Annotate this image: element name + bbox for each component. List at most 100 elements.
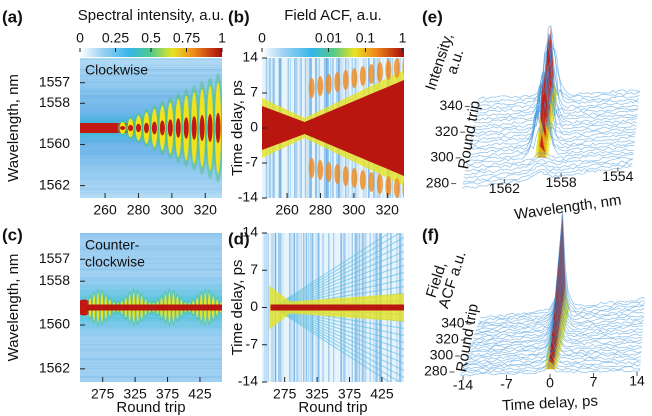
heatmap-noise <box>80 248 222 250</box>
x-tick-label: 325 <box>123 386 147 402</box>
heatmap-noise <box>80 358 222 360</box>
x-tick-label: 275 <box>273 386 297 402</box>
heatmap-noise <box>80 258 222 260</box>
heatmap-noise <box>80 235 222 237</box>
heatmap-fan <box>273 306 404 379</box>
y-tick-label: 320 <box>435 331 459 347</box>
colorbar-title: Field ACF, a.u. <box>284 7 382 24</box>
x-tick-label: 300 <box>342 202 366 218</box>
heatmap-noise <box>80 59 222 61</box>
heatmap-fringe <box>359 66 366 86</box>
x-tick-label: 14 <box>629 373 645 389</box>
heatmap-noise <box>80 235 222 237</box>
colorbar-tick-label: 0.75 <box>173 30 200 46</box>
heatmap-ripple-core <box>183 117 189 139</box>
heatmap-fringe <box>351 68 358 88</box>
heatmap-ripple-core <box>215 112 221 144</box>
heatmap-fan <box>273 264 404 309</box>
heatmap-noise <box>80 103 222 105</box>
heatmap-fan <box>273 233 401 309</box>
y-tick-label: 1560 <box>39 135 70 151</box>
heatmap-noise <box>80 359 222 361</box>
heatmap-fringe <box>402 181 404 198</box>
surface-row <box>466 80 635 163</box>
surface-row <box>466 309 642 357</box>
surface-row <box>466 102 635 166</box>
heatmap-ripple-core <box>167 119 173 137</box>
x-tick-label: 375 <box>156 386 180 402</box>
colorbar-tick-label: 0.25 <box>102 30 129 46</box>
heatmap-noise <box>80 365 222 367</box>
heatmap-fringe <box>376 174 383 194</box>
heatmap-noise <box>80 69 222 71</box>
heatmap-noise <box>80 372 222 373</box>
heatmap-fringe <box>393 178 400 198</box>
heatmap-fringe <box>342 70 349 90</box>
x-tick-label: -14 <box>453 377 473 393</box>
heatmap-noise <box>80 187 222 189</box>
heatmap-core <box>80 123 134 133</box>
heatmap-wedge <box>262 80 404 176</box>
surface-row <box>478 223 645 324</box>
colorbar-tick-label: 1 <box>218 30 226 46</box>
heatmap-noise <box>80 79 222 81</box>
heatmap-fringe <box>325 162 332 182</box>
heatmap-noise <box>80 107 222 109</box>
annotation: clockwise <box>85 254 145 270</box>
y-tick-label: 1558 <box>39 94 70 110</box>
heatmap-fringe <box>317 160 324 180</box>
heatmap-noise <box>80 246 222 248</box>
heatmap-noise <box>80 66 222 68</box>
heatmap-noise <box>80 246 222 248</box>
heatmap-fringe <box>385 176 392 196</box>
surface-row <box>477 229 645 327</box>
annotation: Counter- <box>85 237 140 253</box>
panel-label: (e) <box>422 7 443 26</box>
x-tick-label: 280 <box>309 202 333 218</box>
heatmap-noise <box>80 90 222 92</box>
heatmap-noise <box>80 97 222 99</box>
surface-row <box>460 357 641 374</box>
heatmap-noise <box>80 251 222 253</box>
heatmap-noise <box>80 75 222 77</box>
x-axis-label: Wavelength, nm <box>513 192 622 224</box>
x-axis-label: Time delay, ps <box>502 392 599 414</box>
heatmap-core-line <box>87 304 222 311</box>
colorbar-tick-label: 0.5 <box>141 30 161 46</box>
heatmap-noise <box>80 347 222 348</box>
heatmap-noise <box>80 349 222 351</box>
heatmap-noise <box>80 154 222 156</box>
y-tick-label: -14 <box>238 373 258 389</box>
y-tick-label: 14 <box>242 49 258 65</box>
heatmap-noise <box>80 95 222 97</box>
x-tick-label: 260 <box>93 202 117 218</box>
heatmap <box>262 233 404 382</box>
y-tick-label: 0 <box>250 298 258 314</box>
y-tick-label: 300 <box>430 347 454 363</box>
heatmap-fringe <box>351 168 358 188</box>
colorbar <box>80 48 222 57</box>
y-tick-label: 7 <box>250 84 258 100</box>
surface-row <box>462 346 641 370</box>
heatmap-fringe <box>308 158 315 178</box>
heatmap <box>80 58 222 198</box>
panel-label: (f) <box>422 225 439 244</box>
heatmap-fringe <box>393 58 400 78</box>
surface-row <box>472 262 644 340</box>
x-tick-label: 275 <box>91 386 115 402</box>
heatmap-noise <box>80 91 222 93</box>
heatmap-noise <box>80 248 222 250</box>
heatmap-ripple-core <box>143 122 149 134</box>
surface-row <box>464 153 634 176</box>
x-tick-label: 300 <box>160 202 184 218</box>
surface-row <box>477 47 640 104</box>
y-tick-label: 0 <box>250 119 258 135</box>
colorbar <box>262 48 404 57</box>
heatmap-fringe <box>402 58 404 75</box>
heatmap-fringe <box>317 76 324 96</box>
heatmap-noise <box>80 178 222 180</box>
heatmap-noise <box>80 249 222 251</box>
y-tick-label: -7 <box>246 335 259 351</box>
heatmap <box>80 233 222 382</box>
